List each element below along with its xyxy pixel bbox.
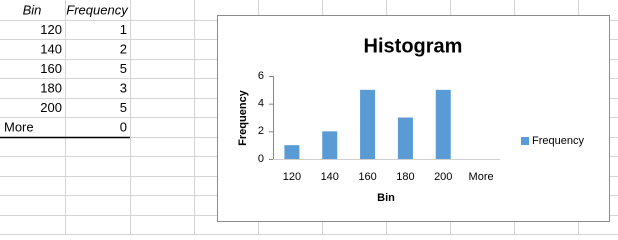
table-cell: 160 (40, 61, 62, 76)
chart-area (217, 15, 610, 222)
x-tick-label: 120 (283, 171, 301, 183)
y-tick-label: 2 (258, 125, 264, 137)
chart-title: Histogram (364, 35, 463, 57)
bar (322, 131, 338, 159)
table-cell: 1 (120, 22, 127, 37)
table-cell: 140 (40, 42, 62, 57)
table-cell: 5 (120, 100, 127, 115)
bar (284, 145, 300, 159)
x-tick-label: 180 (396, 171, 414, 183)
y-tick-label: 6 (258, 70, 264, 82)
table-cell: More (4, 120, 34, 135)
table-cell: 2 (120, 42, 127, 57)
table-cell: 120 (40, 22, 62, 37)
bar (360, 89, 376, 159)
table-cell: 0 (120, 120, 127, 135)
bar (397, 117, 413, 159)
x-axis-label: Bin (377, 192, 395, 204)
legend-swatch (521, 137, 529, 145)
table-cell: 5 (120, 61, 127, 76)
x-tick-label: 160 (358, 171, 376, 183)
y-axis-label: Frequency (237, 89, 249, 146)
x-tick-label: More (469, 171, 494, 183)
column-header: Bin (23, 2, 42, 17)
column-header: Frequency (66, 2, 129, 17)
legend-label: Frequency (532, 135, 584, 147)
table-cell: 3 (120, 81, 127, 96)
x-tick-label: 140 (321, 171, 339, 183)
x-tick-label: 200 (434, 171, 452, 183)
bar (435, 89, 451, 159)
table-cell: 180 (40, 81, 62, 96)
y-tick-label: 4 (258, 98, 264, 110)
y-tick-label: 0 (258, 153, 264, 165)
table-cell: 200 (40, 100, 62, 115)
